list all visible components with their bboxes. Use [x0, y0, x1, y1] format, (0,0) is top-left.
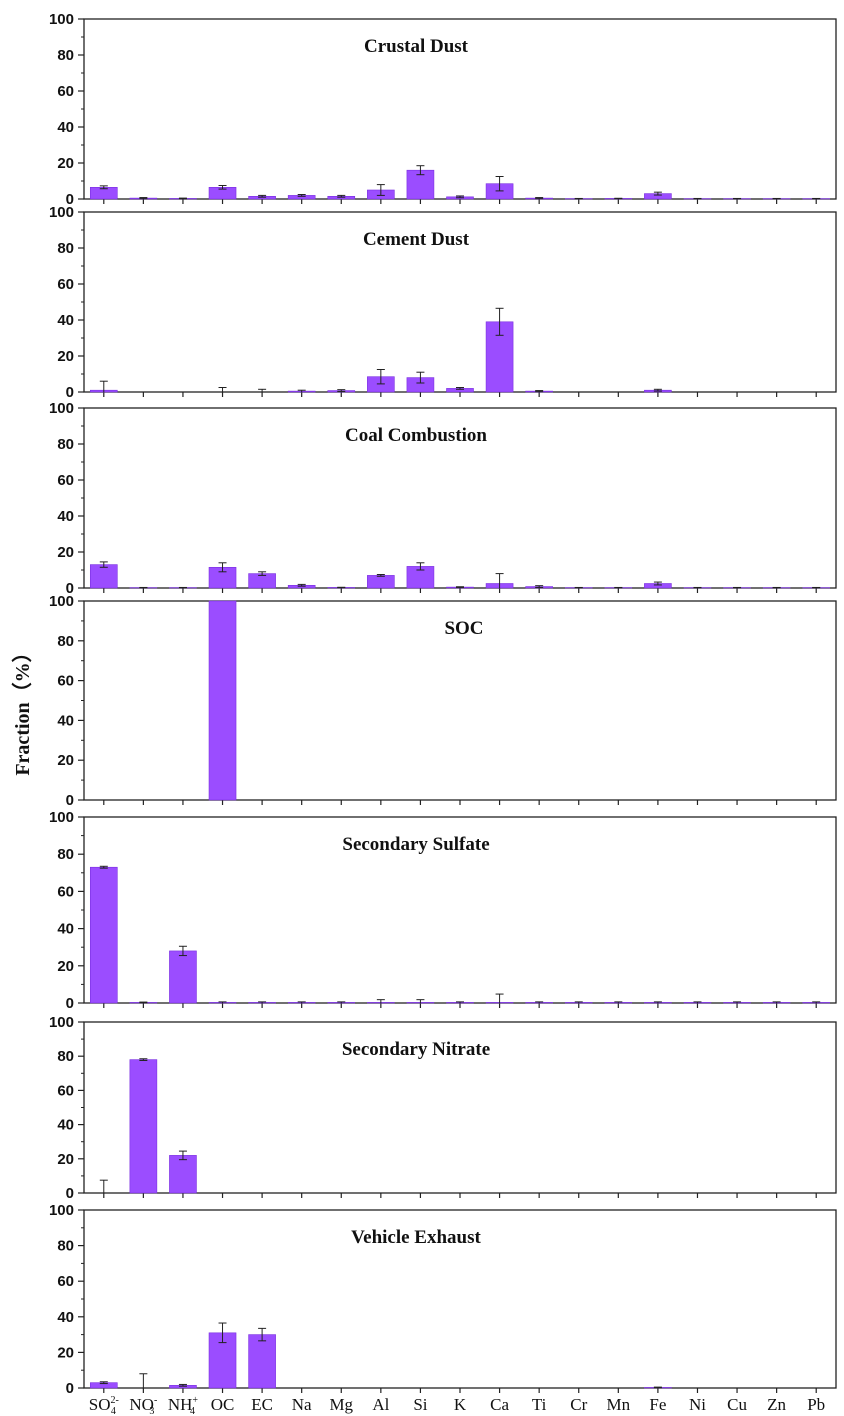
y-tick-label: 40 — [57, 1117, 74, 1134]
category-label: Cr — [570, 1395, 587, 1414]
bar — [129, 1059, 158, 1194]
y-tick-label: 60 — [57, 1082, 74, 1099]
category-label: Si — [413, 1395, 427, 1414]
y-tick-label: 60 — [57, 276, 74, 293]
y-tick-label: 60 — [57, 673, 74, 690]
y-tick-label: 20 — [57, 752, 74, 769]
panel-title: Secondary Nitrate — [342, 1039, 490, 1060]
y-tick-label: 20 — [57, 958, 74, 975]
bar — [89, 564, 118, 589]
y-tick-label: 20 — [57, 1344, 74, 1361]
panel-5: 0 20 40 60 80 100 Secondary Sulfate — [49, 809, 837, 1012]
category-label: Al — [372, 1395, 389, 1414]
bar — [89, 866, 118, 1004]
y-tick-label: 20 — [57, 348, 74, 365]
panel-title: Coal Combustion — [345, 425, 487, 446]
y-tick-label: 100 — [49, 809, 74, 826]
y-tick-label: 0 — [66, 792, 74, 809]
y-tick-label: 80 — [57, 633, 74, 650]
panel-title: Secondary Sulfate — [342, 834, 489, 855]
y-tick-label: 80 — [57, 1238, 74, 1255]
bar — [169, 950, 197, 1004]
y-tick-label: 80 — [57, 47, 74, 64]
category-label: K — [454, 1395, 467, 1414]
category-labels: SO2-4 NO-3 NH+ 4 OC EC Na Mg Al Si K Ca Ti Cr Mn Fe Ni Cu… — [89, 1395, 825, 1416]
y-tick-label: 80 — [57, 436, 74, 453]
y-tick-label: 100 — [49, 204, 74, 221]
panel-title: Cement Dust — [363, 229, 470, 250]
y-tick-label: 100 — [49, 1202, 74, 1219]
y-tick-label: 0 — [66, 384, 74, 401]
y-tick-label: 80 — [57, 1048, 74, 1065]
category-label: Mg — [329, 1395, 353, 1414]
y-tick-label: 20 — [57, 544, 74, 561]
y-tick-label: 80 — [57, 846, 74, 863]
y-tick-label: 0 — [66, 580, 74, 597]
category-label: OC — [211, 1395, 235, 1414]
bar — [208, 600, 237, 801]
y-tick-label: 100 — [49, 1014, 74, 1031]
y-tick-label: 40 — [57, 312, 74, 329]
panel-6: 0 20 40 60 80 100 Secondary Nitrate — [49, 1014, 837, 1202]
y-tick-label: 80 — [57, 240, 74, 257]
panel-2: 0 20 40 60 80 100 Cement Dust — [49, 204, 837, 401]
y-tick-label: 40 — [57, 1309, 74, 1326]
bar — [367, 575, 395, 589]
category-label: Zn — [767, 1395, 786, 1414]
y-tick-label: 20 — [57, 155, 74, 172]
category-label: Ti — [532, 1395, 547, 1414]
y-tick-label: 60 — [57, 883, 74, 900]
y-tick-label: 40 — [57, 119, 74, 136]
category-label: EC — [251, 1395, 273, 1414]
category-label: NO-3 — [129, 1395, 157, 1416]
category-label: SO2-4 — [89, 1395, 119, 1416]
y-tick-label: 60 — [57, 1273, 74, 1290]
category-label: NH+ 4 — [168, 1395, 199, 1416]
panel-title: SOC — [444, 618, 483, 639]
category-label: Na — [292, 1395, 312, 1414]
y-axis-label: Fraction（%） — [11, 642, 34, 775]
y-tick-label: 100 — [49, 593, 74, 610]
y-tick-label: 40 — [57, 921, 74, 938]
y-tick-label: 0 — [66, 995, 74, 1012]
panel-7: 0 20 40 60 80 100 Vehicle Exhaust — [49, 1202, 837, 1397]
category-label: Cu — [727, 1395, 747, 1414]
panel-4: 0 20 40 60 80 100 SOC — [49, 593, 837, 809]
panel-1: 0 20 40 60 80 100 Crustal Dust — [49, 11, 837, 208]
panel-3: 0 20 40 60 80 100 Coal Combustion — [49, 400, 837, 597]
category-label: Pb — [807, 1395, 825, 1414]
category-label: Ni — [689, 1395, 706, 1414]
y-tick-label: 0 — [66, 1185, 74, 1202]
y-tick-label: 0 — [66, 1380, 74, 1397]
panel-title: Crustal Dust — [364, 36, 469, 57]
bar — [169, 1155, 197, 1194]
y-tick-label: 100 — [49, 11, 74, 28]
category-label: Ca — [490, 1395, 509, 1414]
y-tick-label: 40 — [57, 508, 74, 525]
bar — [248, 1334, 276, 1389]
y-tick-label: 60 — [57, 83, 74, 100]
category-label: Mn — [607, 1395, 631, 1414]
panels-layer: 0 20 40 60 80 100 Crustal Dust 0 20 40 60 80 100 Ceme… — [49, 11, 837, 1397]
category-label: Fe — [649, 1395, 666, 1414]
y-tick-label: 40 — [57, 712, 74, 729]
panel-title: Vehicle Exhaust — [351, 1227, 481, 1248]
y-tick-label: 0 — [66, 191, 74, 208]
y-tick-label: 60 — [57, 472, 74, 489]
y-tick-label: 20 — [57, 1151, 74, 1168]
y-tick-label: 100 — [49, 400, 74, 417]
